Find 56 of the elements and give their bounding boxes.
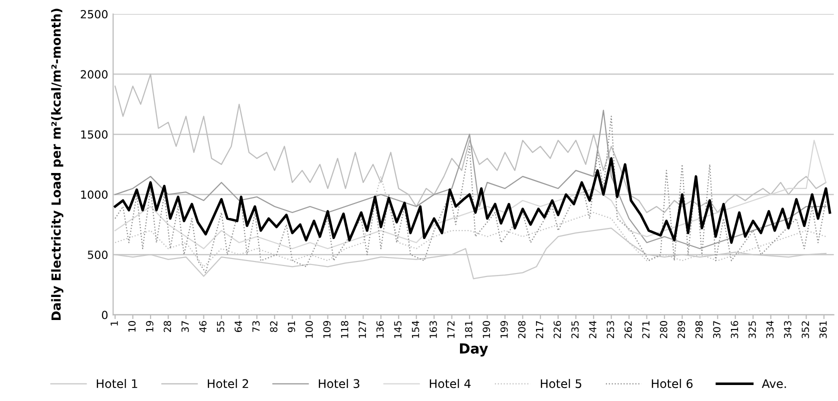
x-tick-label: 109 — [323, 321, 331, 338]
x-tick-label: 298 — [695, 321, 703, 338]
x-tick-label: 82 — [270, 321, 278, 332]
x-tick-label: 262 — [624, 321, 632, 338]
x-tick-label: 307 — [713, 321, 720, 338]
x-tick-label: 190 — [482, 320, 490, 338]
x-tick-label: 64 — [234, 320, 242, 332]
x-tick-label: 217 — [536, 321, 544, 338]
x-tick-label: 163 — [430, 321, 437, 338]
x-axis-title: Day — [460, 343, 488, 357]
x-tick-label: 325 — [748, 321, 756, 338]
x-tick-label: 199 — [500, 321, 508, 338]
x-tick-label: 19 — [146, 321, 154, 332]
x-tick-label: 226 — [554, 320, 561, 338]
x-tick-label: 289 — [678, 321, 686, 338]
legend-label: Hotel 1 — [96, 378, 138, 388]
x-tick-label: 181 — [465, 321, 472, 338]
y-tick-label: 2000 — [80, 70, 108, 79]
y-tick-label: 1500 — [81, 130, 108, 139]
legend-label: Hotel 4 — [430, 378, 471, 388]
legend-label: Ave. — [762, 379, 786, 388]
x-tick-label: 37 — [181, 321, 189, 332]
x-tick-label: 136 — [376, 320, 384, 338]
x-tick-label: 154 — [412, 320, 420, 338]
legend-label: Hotel 5 — [540, 378, 582, 388]
x-tick-label: 208 — [518, 321, 526, 338]
x-tick-label: 100 — [306, 320, 313, 338]
x-tick-label: 343 — [784, 321, 792, 338]
legend-label: Hotel 2 — [208, 378, 248, 388]
x-tick-label: 361 — [819, 321, 827, 338]
x-tick-label: 118 — [340, 321, 348, 338]
x-tick-label: 334 — [766, 320, 774, 338]
y-axis-title: Daily Electricity Load per m²(kcal/m²-month) — [51, 8, 64, 320]
x-tick-label: 172 — [447, 321, 454, 338]
x-tick-label: 46 — [199, 320, 207, 332]
x-tick-label: 244 — [589, 320, 596, 338]
y-tick-label: 0 — [102, 310, 108, 320]
x-tick-label: 352 — [802, 321, 810, 338]
x-tick-label: 55 — [217, 321, 224, 332]
y-tick-label: 2500 — [80, 10, 108, 18]
x-tick-label: 10 — [128, 320, 136, 332]
y-tick-label: 500 — [88, 250, 108, 260]
x-tick-label: 271 — [642, 321, 650, 338]
x-tick-label: 127 — [358, 321, 366, 338]
x-tick-label: 73 — [252, 321, 260, 332]
x-tick-label: 316 — [730, 320, 738, 338]
y-tick-label: 1000 — [81, 190, 108, 199]
x-tick-label: 91 — [288, 321, 296, 332]
x-tick-label: 235 — [571, 321, 579, 338]
legend-label: Hotel 3 — [318, 378, 360, 388]
x-tick-label: 28 — [164, 321, 172, 332]
x-tick-label: 280 — [660, 320, 668, 338]
x-tick-label: 145 — [394, 321, 402, 338]
legend-label: Hotel 6 — [652, 378, 693, 388]
x-tick-label: 1 — [110, 321, 118, 326]
x-tick-label: 253 — [606, 321, 614, 338]
